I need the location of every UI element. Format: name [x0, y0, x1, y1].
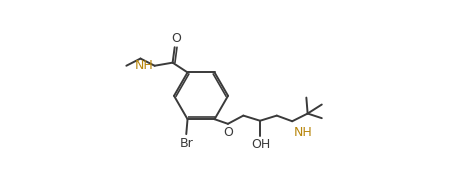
Text: NH: NH	[293, 126, 312, 139]
Text: Br: Br	[179, 137, 193, 150]
Text: OH: OH	[251, 138, 270, 151]
Text: O: O	[224, 126, 233, 139]
Text: NH: NH	[135, 59, 154, 72]
Text: O: O	[171, 32, 181, 45]
